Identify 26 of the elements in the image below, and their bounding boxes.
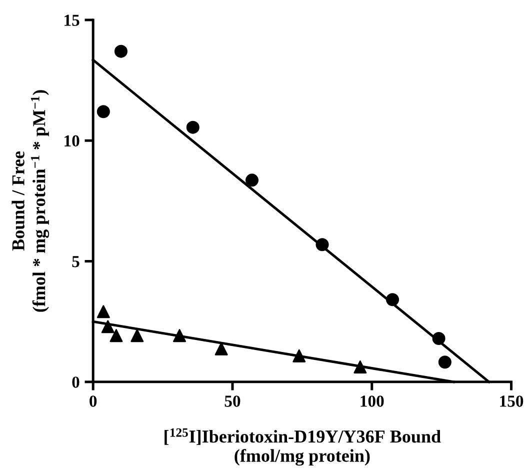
point [110,329,123,342]
point [214,342,228,356]
y-tick-label: 10 [64,135,80,147]
x-tick-label: 100 [360,396,384,407]
point [432,332,446,345]
point [130,329,144,342]
x-axis-title: [$^{125}$I]Iberiotoxin-D19Y/Y36F Bound (fmol/mg protein) [164,428,441,466]
x-tick-label: 150 [500,396,524,407]
point [114,44,128,58]
x-tick-label: 50 [224,396,240,407]
point [101,320,114,334]
x-tick-label: 0 [90,396,97,407]
y-tick-label: 5 [72,256,80,268]
point [292,349,306,362]
point [96,105,110,118]
point [173,329,186,342]
point [316,238,329,252]
point [386,293,400,306]
point [186,120,200,134]
point [438,356,452,369]
y-axis-title: Bound / Free (fmol * mg protein$^{−1}$ * pM$^{−1}$) [12,90,50,312]
point [354,360,367,374]
y-tick-label: 0 [72,376,80,388]
y-tick-label: 15 [64,14,80,26]
point [96,305,110,318]
point [246,174,259,187]
